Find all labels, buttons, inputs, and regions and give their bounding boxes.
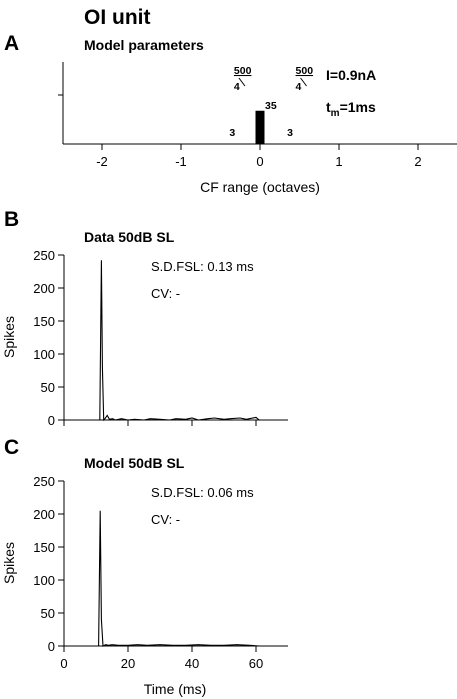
panel-b-stat-sdfsl: S.D.FSL: 0.13 ms: [151, 259, 254, 274]
panel-a-fraction-slash: [300, 77, 307, 87]
panel-b-y-tick-label: 200: [33, 281, 55, 296]
panel-c-series-line: [98, 510, 260, 647]
panel-c-x-tick-label: 20: [121, 656, 135, 671]
panel-c-x-tick-label: 60: [249, 656, 263, 671]
panel-a-annotation: 3: [287, 127, 293, 139]
panel-a-fraction-num: 500: [296, 65, 314, 77]
param-tm: tm=1ms: [326, 99, 376, 119]
panel-a-x-tick-label: 0: [256, 154, 263, 169]
panel-a-fraction-den: 4: [234, 81, 240, 93]
panel-b-stat-cv: CV: -: [151, 286, 180, 301]
panel-c-x-tick-label: 40: [185, 656, 199, 671]
panel-a-fraction-slash: [238, 77, 246, 87]
panel-c-stat-sdfsl: S.D.FSL: 0.06 ms: [151, 485, 254, 500]
panel-b-y-tick-label: 100: [33, 347, 55, 362]
panel-c-y-tick-label: 100: [33, 573, 55, 588]
panel-c-y-tick-label: 150: [33, 540, 55, 555]
panel-b-y-tick-label: 50: [41, 380, 55, 395]
panel-c-ylabel: Spikes: [1, 542, 17, 584]
panel-c-y-tick-label: 50: [41, 606, 55, 621]
panel-a-x-tick-label: 1: [335, 154, 342, 169]
panel-a-x-tick-label: -1: [175, 154, 187, 169]
panel-b-y-tick-label: 0: [48, 413, 55, 428]
param-current: I=0.9nA: [326, 67, 376, 83]
panel-a-fraction-num: 500: [234, 65, 252, 77]
panel-b-y-tick-label: 250: [33, 248, 55, 263]
panel-a-bar-label: 35: [265, 100, 277, 112]
panel-c-letter: C: [4, 436, 19, 459]
panel-a-x-tick-label: -2: [96, 154, 108, 169]
panel-b-title: Data 50dB SL: [84, 229, 175, 245]
panel-c-plot: 0 50 100 150 200 250 0 20 40 60: [33, 474, 288, 671]
panel-a-annotation: 3: [229, 127, 235, 139]
panel-a-plot: -2 -1 0 1 2 35 3 3 500 4 500 4: [58, 62, 457, 169]
panel-a-letter: A: [4, 32, 19, 55]
panel-b-y-tick-label: 150: [33, 314, 55, 329]
panel-a-title: Model parameters: [84, 37, 204, 53]
panel-a-bar: [255, 110, 265, 144]
panel-c-title: Model 50dB SL: [84, 455, 185, 471]
panel-b-series-line: [99, 260, 260, 422]
panel-c-y-tick-label: 200: [33, 507, 55, 522]
panel-a-x-tick-label: 2: [414, 154, 421, 169]
panel-a-fraction-den: 4: [296, 81, 302, 93]
panel-b-ylabel: Spikes: [1, 316, 17, 358]
panel-b-plot: 0 50 100 150 200 250: [33, 248, 288, 428]
panel-c-y-tick-label: 0: [48, 639, 55, 654]
panel-b-letter: B: [4, 208, 19, 231]
panel-a-xlabel: CF range (octaves): [200, 179, 320, 195]
figure-title: OI unit: [84, 6, 151, 29]
panel-c-stat-cv: CV: -: [151, 512, 180, 527]
panel-c-x-tick-label: 0: [60, 656, 67, 671]
panel-c-xlabel: Time (ms): [144, 681, 206, 697]
panel-c-y-tick-label: 250: [33, 474, 55, 489]
